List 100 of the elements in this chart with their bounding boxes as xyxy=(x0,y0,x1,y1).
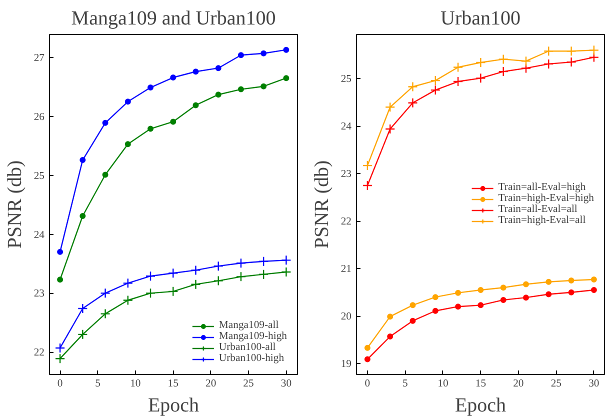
legend-label: Train=high-Eval=high xyxy=(498,193,594,204)
point xyxy=(498,54,508,64)
point xyxy=(260,83,267,90)
legend-label: Urban100-all xyxy=(218,342,276,353)
point xyxy=(544,58,554,70)
point xyxy=(283,46,290,53)
point xyxy=(54,342,66,354)
point xyxy=(170,74,176,81)
y-tick-label: 24 xyxy=(340,122,352,133)
point xyxy=(124,141,131,148)
point xyxy=(236,258,246,268)
point xyxy=(238,52,244,58)
chart-title: Manga109 and Urban100 xyxy=(71,8,276,30)
point xyxy=(384,124,396,134)
point xyxy=(124,98,131,105)
x-tick-label: 10 xyxy=(438,378,448,390)
point xyxy=(215,65,222,72)
x-tick-label: 0 xyxy=(364,378,370,390)
x-tick-label: 30 xyxy=(280,378,292,390)
point xyxy=(522,294,529,301)
point xyxy=(168,286,178,297)
x-tick-label: 5 xyxy=(402,378,408,390)
x-tick-label: 15 xyxy=(168,378,178,390)
point xyxy=(281,255,292,266)
point xyxy=(520,63,532,74)
x-tick-label: 0 xyxy=(57,378,63,390)
point xyxy=(590,286,597,293)
x-tick-label: 20 xyxy=(205,378,216,390)
point xyxy=(260,50,267,56)
y-tick-label: 21 xyxy=(340,264,352,276)
y-tick-label: 22 xyxy=(34,348,44,359)
point xyxy=(100,288,110,298)
point xyxy=(498,66,508,77)
point xyxy=(387,314,394,320)
point xyxy=(238,86,244,92)
point xyxy=(54,353,66,364)
point xyxy=(281,266,292,278)
x-tick-label: 30 xyxy=(588,378,600,390)
point xyxy=(430,84,440,96)
point xyxy=(476,73,486,84)
legend-label: Manga109-high xyxy=(218,331,287,342)
point xyxy=(190,279,201,290)
point xyxy=(168,268,178,278)
y-tick-label: 19 xyxy=(340,359,352,370)
point xyxy=(364,356,370,362)
point xyxy=(455,290,462,296)
x-axis-title: Epoch xyxy=(148,394,200,416)
x-tick-label: 20 xyxy=(513,378,524,390)
y-tick-label: 26 xyxy=(34,112,46,123)
x-tick-label: 5 xyxy=(95,378,100,390)
point xyxy=(430,75,440,86)
point xyxy=(192,102,199,108)
point xyxy=(145,270,156,282)
point xyxy=(476,57,486,68)
point xyxy=(236,272,246,282)
point xyxy=(145,288,156,298)
point xyxy=(258,269,269,280)
x-tick-label: 10 xyxy=(130,378,141,390)
point xyxy=(170,118,176,125)
point xyxy=(566,46,576,56)
point xyxy=(387,334,394,340)
point xyxy=(522,281,529,288)
point xyxy=(80,157,86,164)
point xyxy=(432,294,438,300)
point xyxy=(546,278,552,285)
x-axis-title: Epoch xyxy=(454,394,506,416)
point xyxy=(364,344,370,351)
point xyxy=(500,284,506,291)
point xyxy=(122,278,133,288)
y-tick-label: 24 xyxy=(34,230,46,241)
point xyxy=(588,45,600,56)
point xyxy=(452,76,464,87)
point xyxy=(588,52,600,62)
point xyxy=(362,180,373,191)
point xyxy=(215,92,222,98)
point xyxy=(546,291,552,298)
point xyxy=(566,56,576,68)
point xyxy=(408,98,418,108)
point xyxy=(57,248,64,255)
point xyxy=(78,329,88,340)
y-tick-label: 22 xyxy=(340,216,352,228)
point xyxy=(520,56,532,66)
point xyxy=(190,265,201,276)
point xyxy=(78,303,88,314)
point xyxy=(57,276,64,283)
point xyxy=(568,289,574,296)
point xyxy=(213,276,224,286)
y-tick-label: 23 xyxy=(340,169,352,180)
legend-label: Train=all-Eval=all xyxy=(498,204,578,215)
x-tick-label: 25 xyxy=(550,378,562,390)
x-tick-label: 25 xyxy=(243,378,254,390)
point xyxy=(100,308,110,319)
point xyxy=(544,46,554,56)
point xyxy=(410,318,416,324)
point xyxy=(148,84,154,91)
y-tick-label: 25 xyxy=(34,170,44,182)
legend-label: Train=all-Eval=high xyxy=(498,182,586,193)
y-axis-title: PSNR (db) xyxy=(4,160,26,249)
point xyxy=(568,277,574,284)
point xyxy=(410,302,416,308)
